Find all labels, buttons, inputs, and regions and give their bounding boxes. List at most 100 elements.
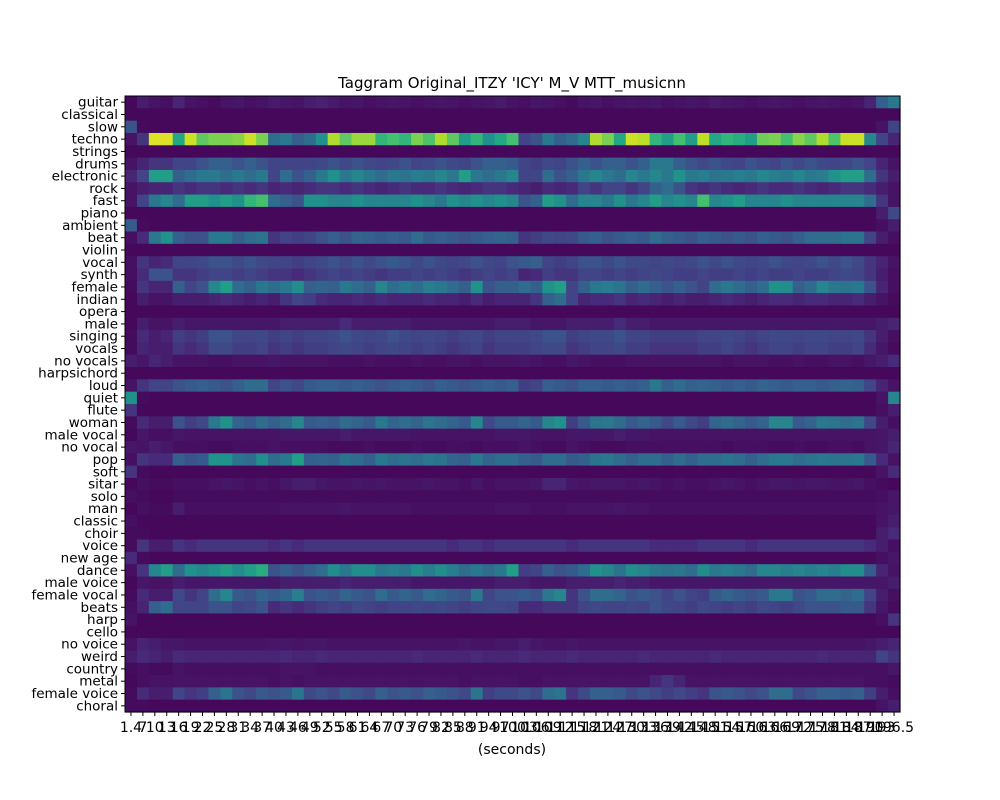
heatmap-cell [590,305,603,319]
heatmap-cell [327,440,341,454]
heatmap-cell [721,638,734,651]
heatmap-cell [601,428,615,442]
heatmap-cell [852,662,865,676]
heatmap-cell [172,182,186,196]
heatmap-cell [613,453,627,467]
heatmap-cell [268,330,281,343]
heatmap-cell [876,231,889,245]
tag-label: dance [77,563,118,579]
heatmap-cell [804,613,818,627]
heatmap-cell [232,182,245,196]
heatmap-cell [852,416,865,430]
heatmap-cell [721,576,734,590]
heatmap-cell [542,404,555,417]
heatmap-cell [482,514,496,528]
heatmap-cell [160,613,174,627]
heatmap-cell [816,379,830,393]
heatmap-cell [125,576,138,590]
heatmap-cell [184,317,198,331]
heatmap-cell [494,625,508,639]
heatmap-cell [160,551,174,565]
heatmap-cell [816,638,830,651]
heatmap-cell [256,354,269,368]
heatmap-cell [208,182,221,196]
heatmap-cell [446,231,460,245]
heatmap-cell [184,132,198,146]
heatmap-cell [280,539,293,553]
heatmap-cell [697,391,710,405]
heatmap-cell [542,108,555,122]
heatmap-cell [828,342,841,356]
heatmap-cell [637,219,651,233]
heatmap-cell [208,120,221,134]
heatmap-cell [601,256,615,270]
heatmap-cell [518,317,531,331]
heatmap-cell [482,379,496,393]
heatmap-cell [530,96,543,109]
heatmap-cell [482,194,496,208]
heatmap-cell [888,317,901,331]
heatmap-cell [446,428,460,442]
heatmap-cell [148,477,162,491]
heatmap-cell [649,243,663,257]
heatmap-cell [303,416,317,430]
heatmap-cell [435,145,448,159]
heatmap-cell [613,342,627,356]
heatmap-cell [804,601,818,615]
heatmap-cell [482,465,496,479]
heatmap-cell [494,404,508,417]
heatmap-cell [590,428,603,442]
heatmap-cell [613,576,627,590]
heatmap-cell [852,219,865,233]
heatmap-cell [446,305,460,319]
heatmap-cell [816,367,830,380]
heatmap-cell [423,120,436,134]
heatmap-cell [411,662,424,676]
heatmap-cell [888,440,901,454]
heatmap-cell [411,551,424,565]
heatmap-cell [291,588,305,602]
heatmap-cell [876,132,889,146]
heatmap-cell [363,675,376,688]
heatmap-cell [578,169,591,183]
heatmap-cell [709,625,722,639]
heatmap-cell [768,293,782,307]
heatmap-cell [530,206,543,220]
heatmap-cell [411,157,424,171]
heatmap-cell [232,453,245,467]
heatmap-cell [697,169,710,183]
heatmap-cell [637,293,651,307]
heatmap-cell [852,120,865,134]
heatmap-cell [125,108,138,122]
heatmap-cell [613,256,627,270]
heatmap-cell [244,588,257,602]
heatmap-cell [768,465,782,479]
heatmap-cell [339,342,353,356]
heatmap-cell [506,169,520,183]
heatmap-cell [542,551,555,565]
heatmap-cell [554,551,567,565]
heatmap-cell [172,132,186,146]
heatmap-cell [649,416,663,430]
heatmap-cell [387,453,400,467]
heatmap-cell [184,453,198,467]
heatmap-cell [327,490,341,504]
heatmap-cell [160,675,174,688]
heatmap-cell [446,354,460,368]
heatmap-cell [303,404,317,417]
heatmap-cell [530,551,543,565]
heatmap-cell [351,268,365,282]
heatmap-cell [458,564,472,578]
heatmap-cell [446,367,460,380]
heatmap-cell [411,219,424,233]
heatmap-cell [601,231,615,245]
heatmap-cell [470,317,484,331]
heatmap-cell [232,440,245,454]
heatmap-cell [864,428,877,442]
heatmap-cell [435,465,448,479]
heatmap-cell [268,638,281,651]
heatmap-cell [399,120,412,134]
heatmap-cell [876,527,889,541]
heatmap-cell [470,379,484,393]
heatmap-cell [482,293,496,307]
